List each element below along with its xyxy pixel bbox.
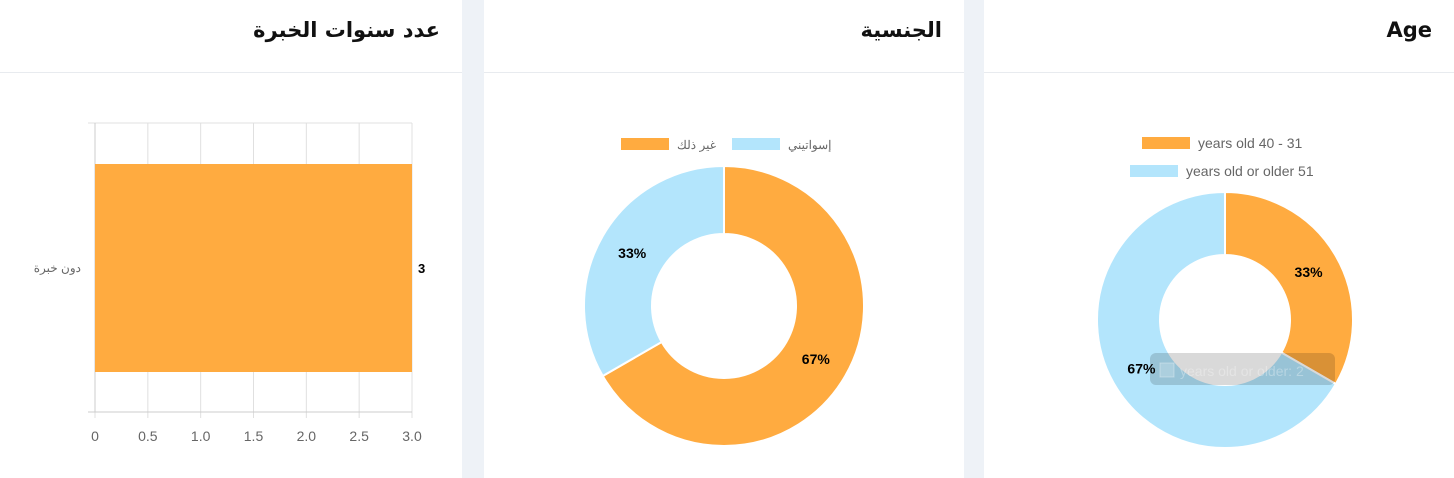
- legend-label: غير ذلك: [677, 138, 716, 152]
- age-donut-chart: 33% 67% years old 40 - 31 years old or olde…: [1096, 135, 1354, 449]
- legend-label: years old or older 51: [1186, 163, 1314, 179]
- experience-bar-chart: 0 0.5 1.0 1.5 2.0 2.5 3.0 دون خبرة 3: [34, 122, 425, 444]
- donut-slice: [583, 164, 725, 378]
- donut-slice: [1224, 190, 1354, 386]
- donut-slice: [601, 164, 865, 447]
- tooltip-text: years old or older: 2: [1180, 363, 1304, 379]
- x-tick-label: 0.5: [138, 428, 158, 444]
- nationality-card: الجنسية 67% 33% غير ذلك إسواتيني: [484, 0, 964, 478]
- x-tick-label: 1.0: [191, 428, 211, 444]
- tooltip: [1150, 353, 1335, 385]
- x-tick-label: 3.0: [402, 428, 422, 444]
- x-tick-label: 2.5: [349, 428, 369, 444]
- donut-slice: [1096, 190, 1338, 449]
- legend-swatch: [1130, 165, 1178, 177]
- percent-label: 67%: [1127, 360, 1156, 376]
- legend-label: years old 40 - 31: [1198, 135, 1302, 151]
- legend-label: إسواتيني: [788, 138, 832, 153]
- x-tick-label: 2.0: [297, 428, 317, 444]
- legend-swatch: [1142, 137, 1190, 149]
- y-tick-label: دون خبرة: [34, 261, 81, 275]
- card-title: عدد سنوات الخبرة: [253, 18, 440, 42]
- legend-swatch: [621, 138, 669, 150]
- percent-label: 33%: [1295, 264, 1324, 280]
- card-title: Age: [1386, 18, 1432, 42]
- card-title: الجنسية: [860, 18, 942, 42]
- bar: [95, 164, 412, 372]
- percent-label: 67%: [802, 351, 831, 367]
- experience-card: عدد سنوات الخبرة 0 0.5 1.0 1.5 2.0 2.5 3.0 دون …: [0, 0, 462, 478]
- percent-label: 33%: [618, 245, 647, 261]
- tooltip-swatch: [1159, 362, 1175, 378]
- data-label: 3: [418, 261, 425, 276]
- x-tick-label: 1.5: [244, 428, 264, 444]
- x-tick-label: 0: [91, 428, 99, 444]
- legend-swatch: [732, 138, 780, 150]
- age-card: Age 33% 67% years old 40 - 31 years old or …: [984, 0, 1454, 478]
- nationality-donut-chart: 67% 33% غير ذلك إسواتيني: [583, 138, 865, 447]
